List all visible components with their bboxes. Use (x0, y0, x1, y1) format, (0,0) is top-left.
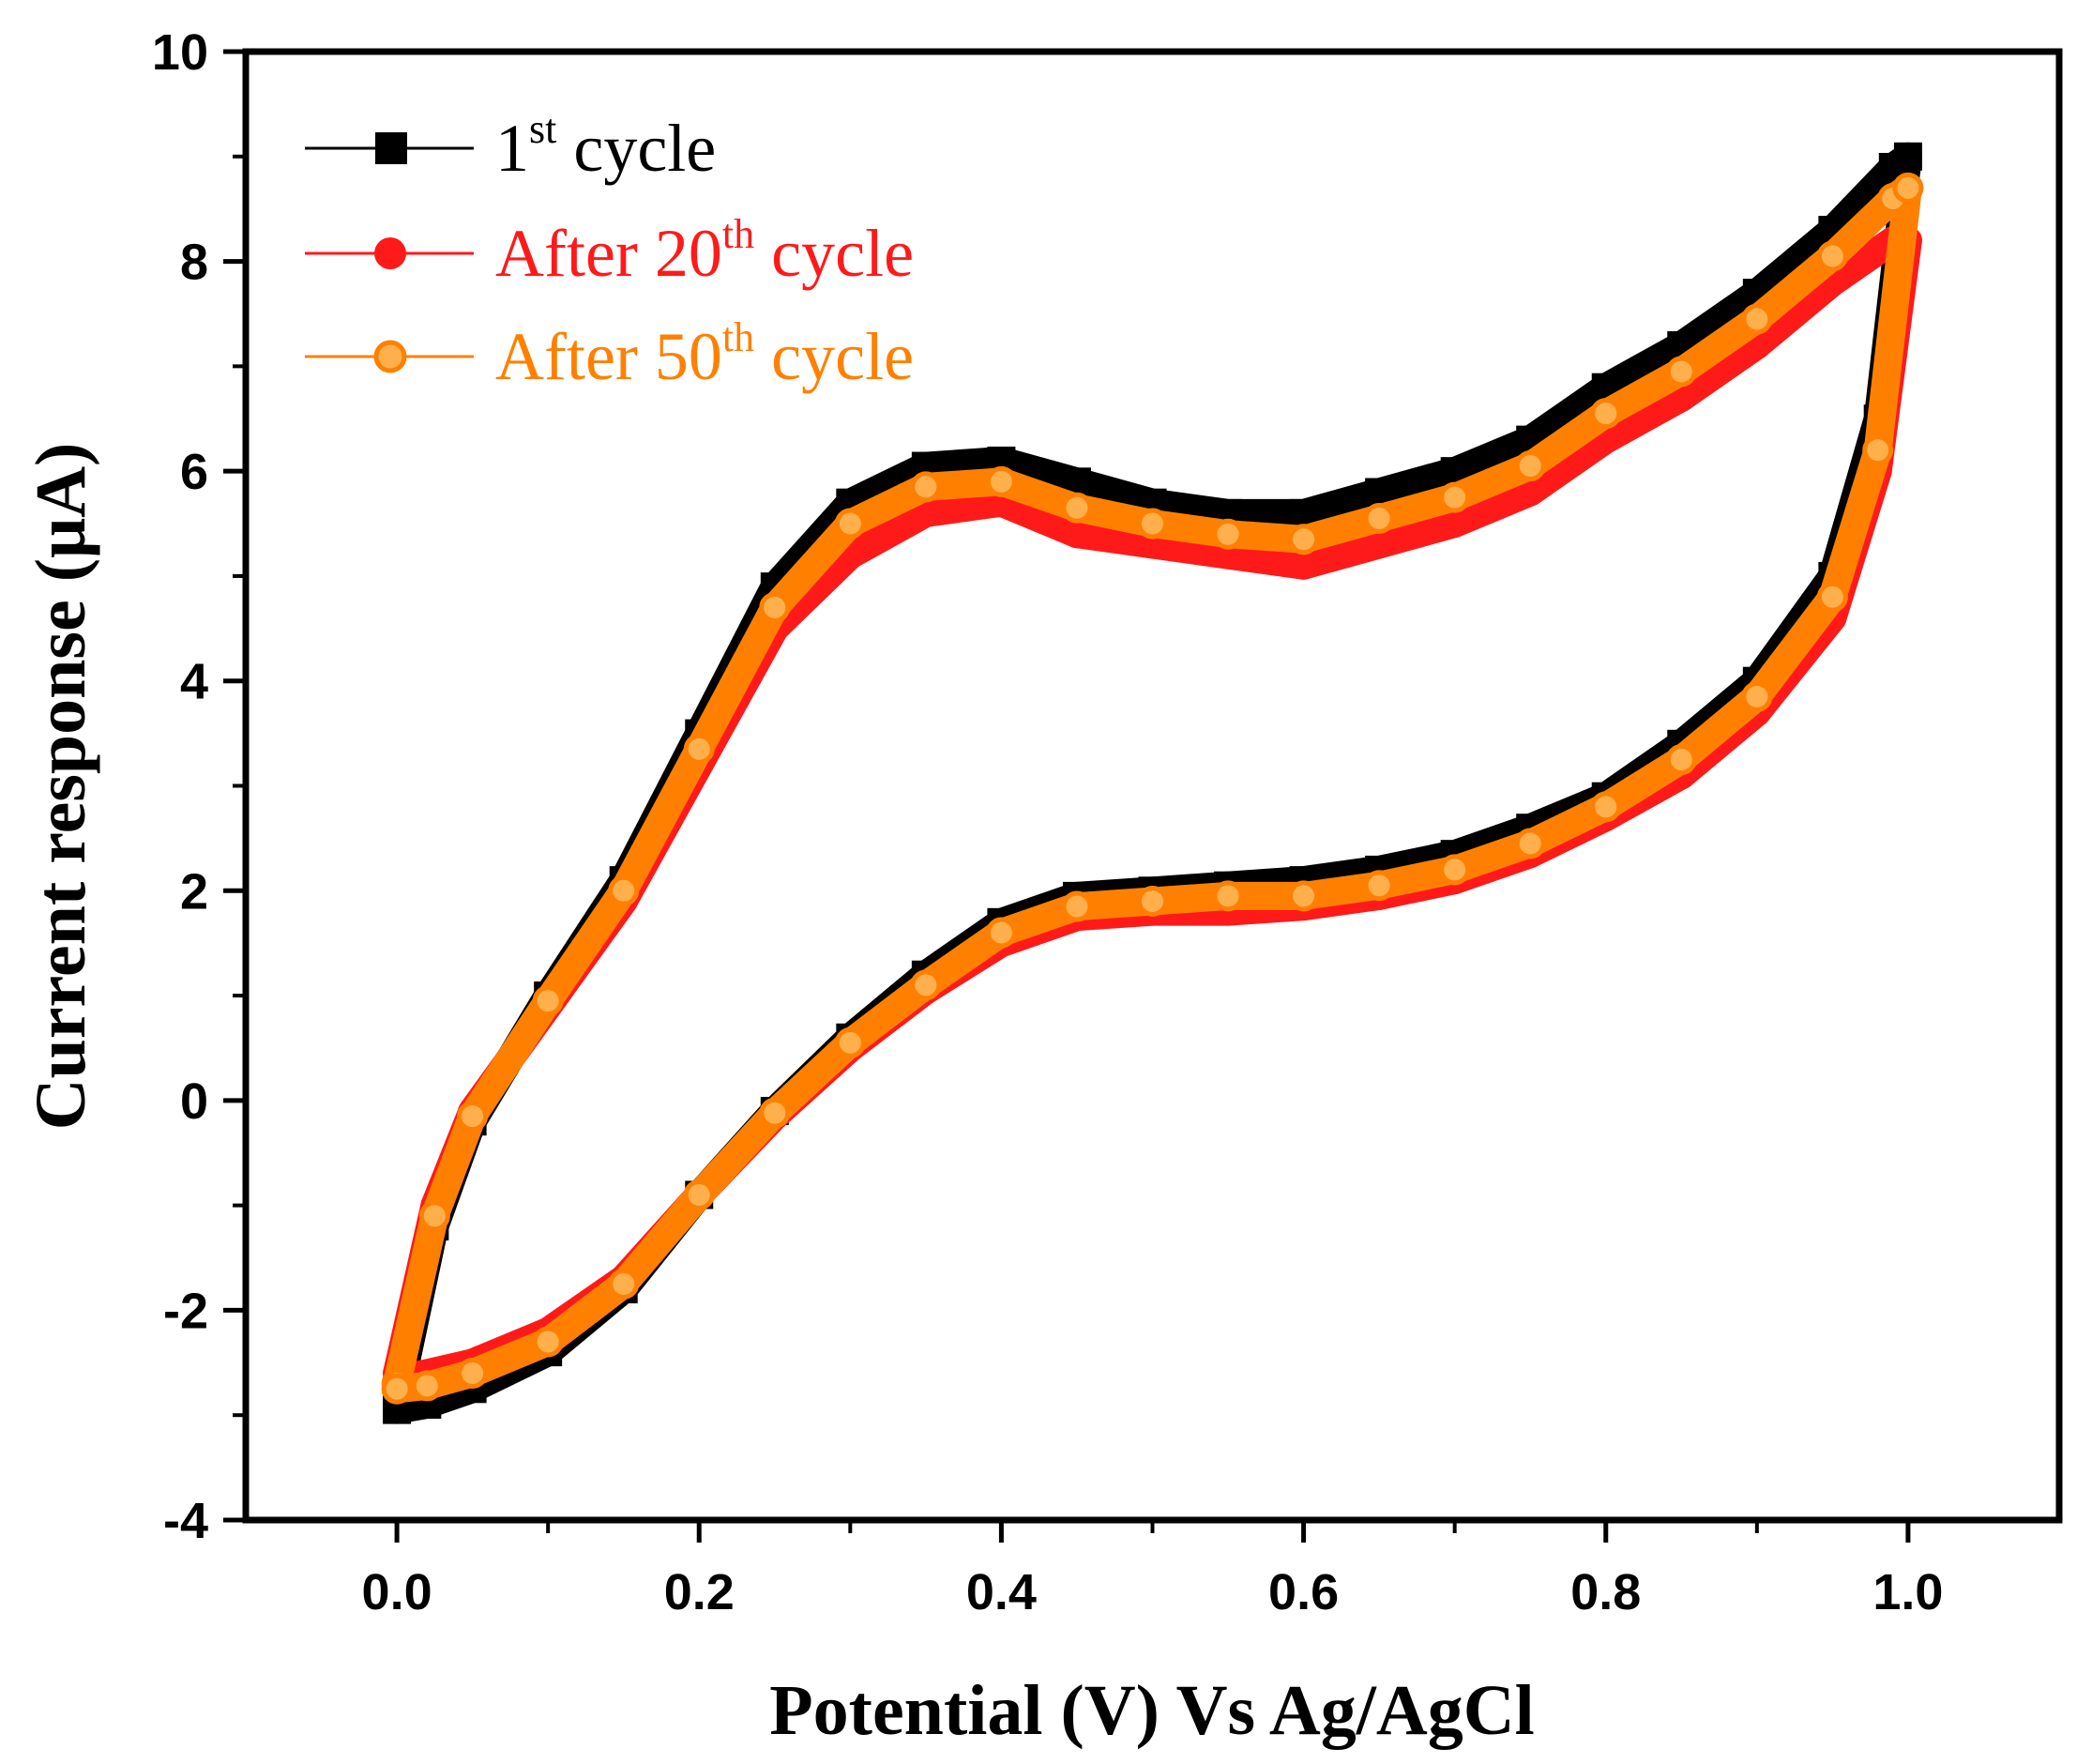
data-point (1892, 172, 1924, 204)
data-point (1516, 478, 1545, 507)
data-point (834, 1026, 866, 1058)
legend-item-2: After 20th cycle (305, 211, 914, 291)
data-point (1061, 890, 1093, 922)
data-point (1212, 518, 1244, 550)
data-point (1137, 885, 1168, 917)
series-layer (381, 142, 1924, 1424)
data-point (608, 874, 640, 906)
data-point (683, 1179, 715, 1210)
data-point (1061, 492, 1093, 524)
data-point (1816, 581, 1848, 613)
data-point (457, 1101, 489, 1133)
data-point (1363, 870, 1395, 902)
y-tick-label: 4 (180, 654, 208, 710)
data-point (418, 1200, 450, 1232)
data-point (1816, 240, 1848, 272)
x-axis-title: Potential (V) Vs Ag/AgCl (769, 1671, 1535, 1750)
data-point (608, 1268, 640, 1300)
data-point (457, 1358, 489, 1389)
data-point (1212, 880, 1244, 912)
data-point (1741, 303, 1773, 335)
data-point (683, 733, 715, 765)
legend-label: 1st cycle (495, 106, 716, 186)
data-point (1062, 520, 1091, 549)
data-point (1363, 502, 1395, 534)
data-point (1365, 530, 1394, 559)
x-tick-label: 0.6 (1268, 1564, 1339, 1620)
series-2 (383, 226, 1922, 1393)
y-tick-label: -2 (163, 1283, 208, 1339)
data-point (985, 917, 1017, 949)
data-point (1439, 854, 1471, 886)
data-point (411, 1370, 443, 1402)
data-point (1440, 509, 1469, 539)
data-point (1137, 508, 1168, 540)
data-point (1665, 356, 1697, 388)
data-point (381, 1373, 413, 1405)
data-point (1590, 791, 1622, 823)
data-point (1665, 744, 1697, 776)
data-point (834, 508, 866, 540)
data-point (1289, 551, 1318, 580)
data-point (759, 1097, 791, 1129)
legend-label: After 20th cycle (495, 211, 914, 291)
x-tick-label: 1.0 (1872, 1564, 1943, 1620)
legend-label: After 50th cycle (495, 314, 914, 394)
legend-marker (375, 132, 407, 164)
data-point (532, 1326, 564, 1358)
data-point (759, 591, 791, 623)
y-tick-label: -4 (163, 1493, 208, 1549)
y-tick-label: 8 (180, 235, 208, 291)
y-tick-label: 6 (180, 444, 208, 500)
y-tick-label: 0 (180, 1073, 208, 1130)
y-tick-label: 2 (180, 863, 208, 920)
legend-item-3: After 50th cycle (305, 314, 914, 394)
x-tick-label: 0.4 (966, 1564, 1037, 1620)
x-tick-label: 0.0 (362, 1564, 432, 1620)
data-point (910, 969, 942, 1001)
data-point (1590, 398, 1622, 430)
y-axis-title: Current response (μA) (22, 443, 100, 1131)
legend: 1st cycle After 20th cycle After 50th cycl… (305, 106, 914, 394)
data-point (1741, 680, 1773, 712)
y-tick-label: 10 (152, 24, 208, 81)
data-point (1288, 524, 1320, 555)
data-point (532, 985, 564, 1017)
series-3 (381, 172, 1924, 1405)
data-point (1862, 434, 1894, 466)
data-point (1514, 828, 1546, 859)
legend-marker (374, 237, 406, 269)
data-point (1514, 450, 1546, 482)
data-point (911, 498, 940, 527)
data-point (910, 471, 942, 503)
data-point (1288, 880, 1320, 912)
data-point (1439, 481, 1471, 513)
legend-marker (373, 340, 407, 373)
axis-ticks: 0.0 0.2 0.4 0.6 0.8 1.0 -4 -2 0 2 4 6 8 10 (152, 24, 1944, 1620)
data-point (1893, 142, 1922, 171)
x-tick-label: 0.2 (664, 1564, 735, 1620)
data-point (985, 465, 1017, 497)
legend-item-1: 1st cycle (305, 106, 716, 186)
x-tick-label: 0.8 (1570, 1564, 1641, 1620)
